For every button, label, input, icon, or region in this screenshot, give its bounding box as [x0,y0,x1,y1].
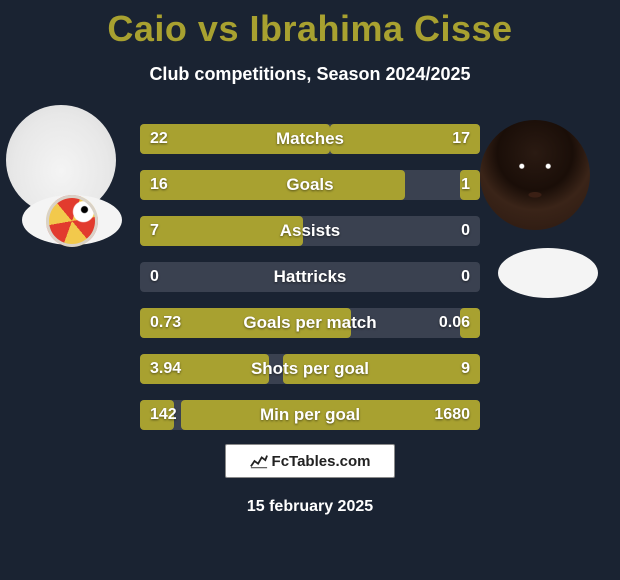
chart-icon [250,452,268,470]
stat-label: Goals [140,170,480,200]
stat-label: Min per goal [140,400,480,430]
stat-row: 3.94 Shots per goal 9 [140,354,480,384]
site-logo-text: FcTables.com [272,453,371,470]
page-title: Caio vs Ibrahima Cisse [0,0,620,50]
stat-value-right: 1680 [434,400,470,430]
stat-label: Hattricks [140,262,480,292]
stat-value-right: 17 [452,124,470,154]
stat-row: 7 Assists 0 [140,216,480,246]
date-text: 15 february 2025 [0,498,620,516]
club-right-badge [498,248,598,298]
stat-row: 22 Matches 17 [140,124,480,154]
stat-value-right: 9 [461,354,470,384]
stat-row: 16 Goals 1 [140,170,480,200]
subtitle: Club competitions, Season 2024/2025 [0,64,620,85]
stat-value-right: 0 [461,262,470,292]
stats-container: 22 Matches 17 16 Goals 1 7 Assists 0 0 H… [140,124,480,446]
stat-value-right: 0.06 [439,308,470,338]
stat-label: Shots per goal [140,354,480,384]
site-logo[interactable]: FcTables.com [225,444,395,478]
stat-label: Goals per match [140,308,480,338]
stat-label: Assists [140,216,480,246]
stat-value-right: 0 [461,216,470,246]
player-right-avatar [480,120,590,230]
club-left-badge [22,195,122,245]
stat-value-right: 1 [461,170,470,200]
stat-label: Matches [140,124,480,154]
stat-row: 0 Hattricks 0 [140,262,480,292]
stat-row: 0.73 Goals per match 0.06 [140,308,480,338]
stat-row: 142 Min per goal 1680 [140,400,480,430]
